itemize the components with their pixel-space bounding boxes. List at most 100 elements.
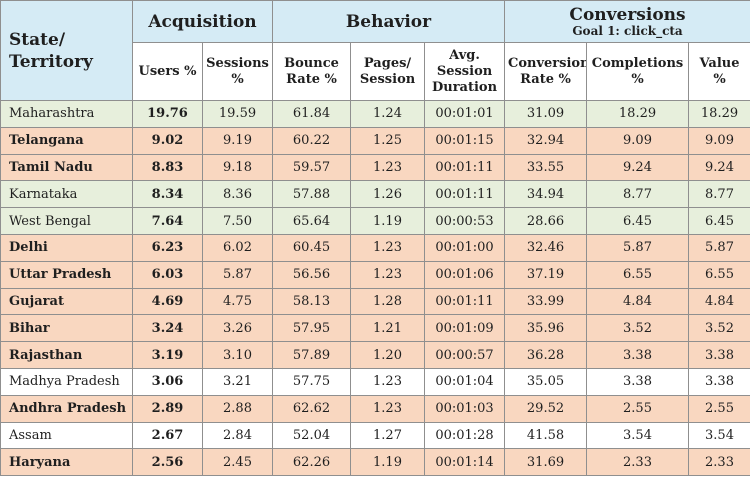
row-conversion-rate-cell: 33.55	[504, 153, 588, 182]
behavior-label: Behavior	[345, 11, 432, 32]
table-row: Karnataka 8.34 8.36 57.88 1.26 00:01:11 34.94 8…	[0, 180, 750, 209]
row-avg-session-duration-cell: 00:01:03	[424, 394, 506, 423]
row-value-cell: 3.38	[688, 367, 750, 396]
table-row: Assam 2.67 2.84 52.04 1.27 00:01:28 41.58 3.54 3…	[0, 421, 750, 450]
row-users-cell: 2.56	[132, 448, 203, 477]
row-avg-session-duration-cell: 00:01:15	[424, 126, 506, 155]
row-conversion-rate-cell: 41.58	[504, 421, 588, 450]
row-state-cell: Karnataka	[0, 180, 133, 209]
table-row: Uttar Pradesh 6.03 5.87 56.56 1.23 00:01:06 37…	[0, 260, 750, 289]
row-state-cell: Assam	[0, 421, 133, 450]
table-row: Gujarat 4.69 4.75 58.13 1.28 00:01:11 33.99 4.8…	[0, 287, 750, 316]
table-row: Maharashtra 19.76 19.59 61.84 1.24 00:01:01 31…	[0, 100, 750, 128]
row-completions-cell: 8.77	[586, 180, 690, 209]
row-completions-cell: 3.38	[586, 341, 690, 369]
conversions-group-header: Conversions Goal 1: click_cta	[504, 0, 750, 43]
row-state-cell: Uttar Pradesh	[0, 260, 133, 289]
row-value-cell: 3.54	[688, 421, 750, 450]
table-body: Maharashtra 19.76 19.59 61.84 1.24 00:01:01 31…	[0, 100, 750, 477]
row-sessions-cell: 19.59	[201, 100, 274, 128]
row-conversion-rate-cell: 32.46	[504, 233, 588, 262]
row-sessions-cell: 7.50	[201, 207, 274, 235]
row-conversion-rate-cell: 34.94	[504, 180, 588, 209]
row-completions-cell: 6.55	[586, 260, 690, 289]
row-state-cell: Maharashtra	[0, 100, 133, 128]
row-value-cell: 9.09	[688, 126, 750, 155]
row-avg-session-duration-cell: 00:01:11	[424, 153, 506, 182]
row-bounce-rate-cell: 61.84	[272, 100, 352, 128]
row-sessions-cell: 2.45	[201, 448, 274, 477]
row-completions-cell: 3.38	[586, 367, 690, 396]
row-completions-cell: 9.09	[586, 126, 690, 155]
row-sessions-cell: 4.75	[201, 287, 274, 316]
table-row: West Bengal 7.64 7.50 65.64 1.19 00:00:53 28.6…	[0, 207, 750, 235]
row-state-cell: Gujarat	[0, 287, 133, 316]
row-value-cell: 3.38	[688, 341, 750, 369]
row-sessions-cell: 9.19	[201, 126, 274, 155]
row-value-cell: 4.84	[688, 287, 750, 316]
row-avg-session-duration-cell: 00:00:57	[424, 341, 506, 369]
row-users-cell: 3.06	[132, 367, 203, 396]
row-value-cell: 8.77	[688, 180, 750, 209]
sessions-column-header: Sessions %	[201, 42, 274, 101]
table-row: Andhra Pradesh 2.89 2.88 62.62 1.23 00:01:03 2…	[0, 394, 750, 423]
row-completions-cell: 6.45	[586, 207, 690, 235]
row-completions-cell: 2.33	[586, 448, 690, 477]
row-users-cell: 2.67	[132, 421, 203, 450]
row-pages-session-cell: 1.28	[350, 287, 426, 316]
row-state-cell: Haryana	[0, 448, 133, 477]
row-completions-cell: 3.52	[586, 314, 690, 343]
row-bounce-rate-cell: 57.89	[272, 341, 352, 369]
pages-session-column-header: Pages/ Session	[350, 42, 426, 101]
row-bounce-rate-cell: 62.26	[272, 448, 352, 477]
row-value-cell: 6.45	[688, 207, 750, 235]
row-avg-session-duration-cell: 00:01:28	[424, 421, 506, 450]
table-row: Madhya Pradesh 3.06 3.21 57.75 1.23 00:01:04 3…	[0, 367, 750, 396]
row-state-cell: Madhya Pradesh	[0, 367, 133, 396]
value-column-header: Value %	[688, 42, 750, 101]
row-bounce-rate-cell: 60.22	[272, 126, 352, 155]
state-territory-header: State/ Territory	[0, 0, 133, 101]
table-row: Haryana 2.56 2.45 62.26 1.19 00:01:14 31.69 2.3…	[0, 448, 750, 477]
row-avg-session-duration-cell: 00:00:53	[424, 207, 506, 235]
row-users-cell: 8.34	[132, 180, 203, 209]
table-row: Delhi 6.23 6.02 60.45 1.23 00:01:00 32.46 5.87 5…	[0, 233, 750, 262]
row-users-cell: 3.24	[132, 314, 203, 343]
row-bounce-rate-cell: 57.75	[272, 367, 352, 396]
row-pages-session-cell: 1.24	[350, 100, 426, 128]
row-value-cell: 18.29	[688, 100, 750, 128]
row-bounce-rate-cell: 62.62	[272, 394, 352, 423]
row-value-cell: 5.87	[688, 233, 750, 262]
row-sessions-cell: 8.36	[201, 180, 274, 209]
row-pages-session-cell: 1.19	[350, 448, 426, 477]
row-pages-session-cell: 1.23	[350, 367, 426, 396]
row-avg-session-duration-cell: 00:01:01	[424, 100, 506, 128]
table-row: Telangana 9.02 9.19 60.22 1.25 00:01:15 32.94 9…	[0, 126, 750, 155]
row-conversion-rate-cell: 37.19	[504, 260, 588, 289]
row-state-cell: West Bengal	[0, 207, 133, 235]
row-state-cell: Bihar	[0, 314, 133, 343]
conversions-goal-label: Goal 1: click_cta	[572, 24, 683, 38]
row-users-cell: 19.76	[132, 100, 203, 128]
row-avg-session-duration-cell: 00:01:09	[424, 314, 506, 343]
row-value-cell: 2.55	[688, 394, 750, 423]
row-conversion-rate-cell: 33.99	[504, 287, 588, 316]
row-bounce-rate-cell: 59.57	[272, 153, 352, 182]
row-conversion-rate-cell: 35.96	[504, 314, 588, 343]
row-value-cell: 2.33	[688, 448, 750, 477]
row-avg-session-duration-cell: 00:01:06	[424, 260, 506, 289]
row-bounce-rate-cell: 57.88	[272, 180, 352, 209]
row-conversion-rate-cell: 31.69	[504, 448, 588, 477]
row-avg-session-duration-cell: 00:01:11	[424, 287, 506, 316]
row-pages-session-cell: 1.25	[350, 126, 426, 155]
behavior-group-header: Behavior	[272, 0, 506, 43]
row-users-cell: 4.69	[132, 287, 203, 316]
row-users-cell: 2.89	[132, 394, 203, 423]
row-sessions-cell: 3.26	[201, 314, 274, 343]
avg-session-duration-column-header: Avg. Session Duration	[424, 42, 506, 101]
row-pages-session-cell: 1.19	[350, 207, 426, 235]
row-users-cell: 3.19	[132, 341, 203, 369]
row-value-cell: 6.55	[688, 260, 750, 289]
row-completions-cell: 4.84	[586, 287, 690, 316]
row-avg-session-duration-cell: 00:01:11	[424, 180, 506, 209]
